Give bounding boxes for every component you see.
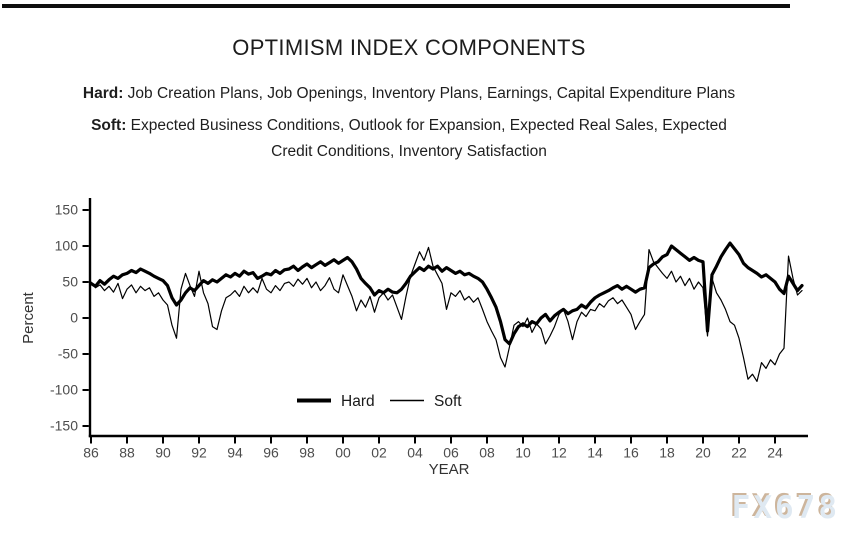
legend-soft-label: Soft: [434, 393, 462, 410]
x-tick-label: 90: [155, 445, 171, 461]
x-tick-label: 06: [443, 445, 459, 461]
x-tick-label: 08: [479, 445, 495, 461]
soft-text-line1: Expected Business Conditions, Outlook fo…: [126, 117, 727, 134]
x-tick-label: 88: [119, 445, 135, 461]
x-tick-label: 00: [335, 445, 351, 461]
hard-text: Job Creation Plans, Job Openings, Invent…: [123, 85, 736, 102]
x-tick-label: 22: [731, 445, 747, 461]
y-tick-label: -100: [50, 382, 78, 398]
y-tick-label: -50: [58, 346, 78, 362]
x-tick-label: 86: [83, 445, 99, 461]
x-tick-label: 92: [191, 445, 207, 461]
hard-label: Hard:: [82, 85, 124, 102]
x-tick-label: 18: [659, 445, 675, 461]
chart-title: OPTIMISM INDEX COMPONENTS: [232, 35, 586, 60]
x-axis-title: YEAR: [429, 461, 470, 478]
legend-hard-label: Hard: [341, 393, 375, 410]
top-divider: [2, 4, 790, 8]
y-tick-label: 100: [55, 238, 79, 254]
subtitle-soft: Soft: Expected Business Conditions, Outl…: [0, 113, 818, 165]
x-tick-label: 16: [623, 445, 639, 461]
y-tick-label: 0: [70, 310, 78, 326]
x-tick-label: 20: [695, 445, 711, 461]
x-tick-label: 24: [767, 445, 783, 461]
y-axis-title: Percent: [20, 291, 37, 344]
x-tick-label: 14: [587, 445, 603, 461]
subtitle-hard: Hard: Job Creation Plans, Job Openings, …: [0, 81, 818, 107]
x-tick-label: 98: [299, 445, 315, 461]
x-tick-label: 02: [371, 445, 387, 461]
y-tick-label: 150: [55, 202, 79, 218]
watermark-fx678: FX678: [731, 490, 840, 526]
x-tick-label: 96: [263, 445, 279, 461]
soft-text-line2: Credit Conditions, Inventory Satisfactio…: [271, 143, 547, 160]
soft-label: Soft:: [91, 117, 127, 134]
x-tick-label: 94: [227, 445, 243, 461]
x-tick-label: 10: [515, 445, 531, 461]
hard-line: [89, 241, 804, 346]
x-tick-label: 12: [551, 445, 567, 461]
soft-line: [90, 246, 803, 382]
y-tick-label: 50: [62, 274, 78, 290]
x-tick-label: 04: [407, 445, 423, 461]
y-tick-label: -150: [50, 418, 78, 434]
